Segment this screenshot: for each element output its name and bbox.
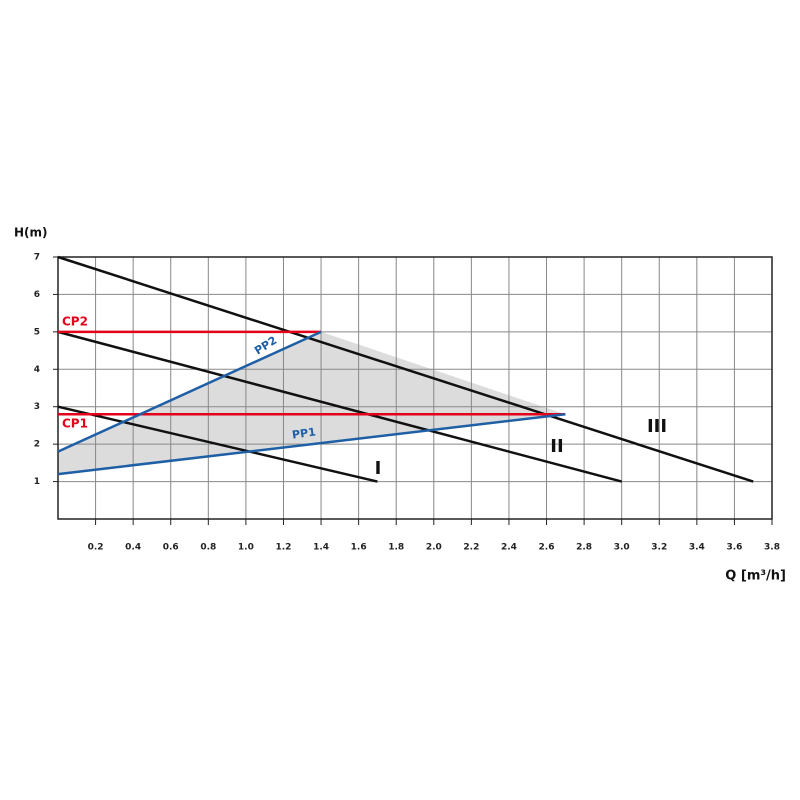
plot-frame bbox=[57, 256, 773, 520]
y-tick-label: 5 bbox=[34, 327, 40, 337]
series-label: I bbox=[375, 458, 382, 479]
series-label: III bbox=[647, 416, 667, 437]
x-tick-label: 1.0 bbox=[238, 543, 254, 553]
series-line bbox=[57, 330, 623, 483]
x-tick-label: 3.2 bbox=[651, 543, 667, 553]
series-label: PP1 bbox=[291, 425, 316, 441]
x-tick-label: 2.8 bbox=[576, 543, 592, 553]
x-tick-label: 2.4 bbox=[501, 543, 517, 553]
y-tick-label: 3 bbox=[34, 402, 40, 412]
series-line bbox=[57, 330, 322, 453]
x-tick-label: 0.4 bbox=[125, 543, 141, 553]
x-tick-label: 1.6 bbox=[351, 543, 367, 553]
y-axis-label: H(m) bbox=[14, 226, 48, 240]
y-tick-label: 1 bbox=[34, 477, 40, 487]
x-axis-label: Q [m³/h] bbox=[725, 569, 786, 584]
x-tick-label: 3.4 bbox=[689, 543, 705, 553]
y-tick-label: 6 bbox=[34, 290, 40, 300]
x-tick-label: 2.2 bbox=[463, 543, 479, 553]
x-tick-label: 0.8 bbox=[200, 543, 216, 553]
x-tick-label: 1.8 bbox=[388, 543, 404, 553]
series-line bbox=[57, 412, 566, 476]
y-tick-label: 2 bbox=[34, 440, 40, 450]
x-tick-label: 1.4 bbox=[313, 543, 329, 553]
shaded-region bbox=[58, 331, 566, 475]
x-tick-label: 2.0 bbox=[426, 543, 442, 553]
series-label: II bbox=[550, 436, 563, 457]
series-label: CP2 bbox=[62, 315, 88, 329]
x-tick-label: 3.6 bbox=[726, 543, 742, 553]
y-tick-label: 7 bbox=[34, 253, 40, 263]
series-label: CP1 bbox=[62, 417, 88, 431]
x-tick-label: 0.6 bbox=[163, 543, 179, 553]
y-tick-label: 4 bbox=[34, 365, 40, 375]
x-tick-label: 2.6 bbox=[539, 543, 555, 553]
series-line bbox=[57, 255, 754, 483]
x-tick-label: 0.2 bbox=[88, 543, 104, 553]
x-tick-label: 1.2 bbox=[275, 543, 291, 553]
x-tick-label: 3.0 bbox=[614, 543, 630, 553]
series-line bbox=[57, 405, 378, 483]
x-tick-label: 3.8 bbox=[764, 543, 780, 553]
